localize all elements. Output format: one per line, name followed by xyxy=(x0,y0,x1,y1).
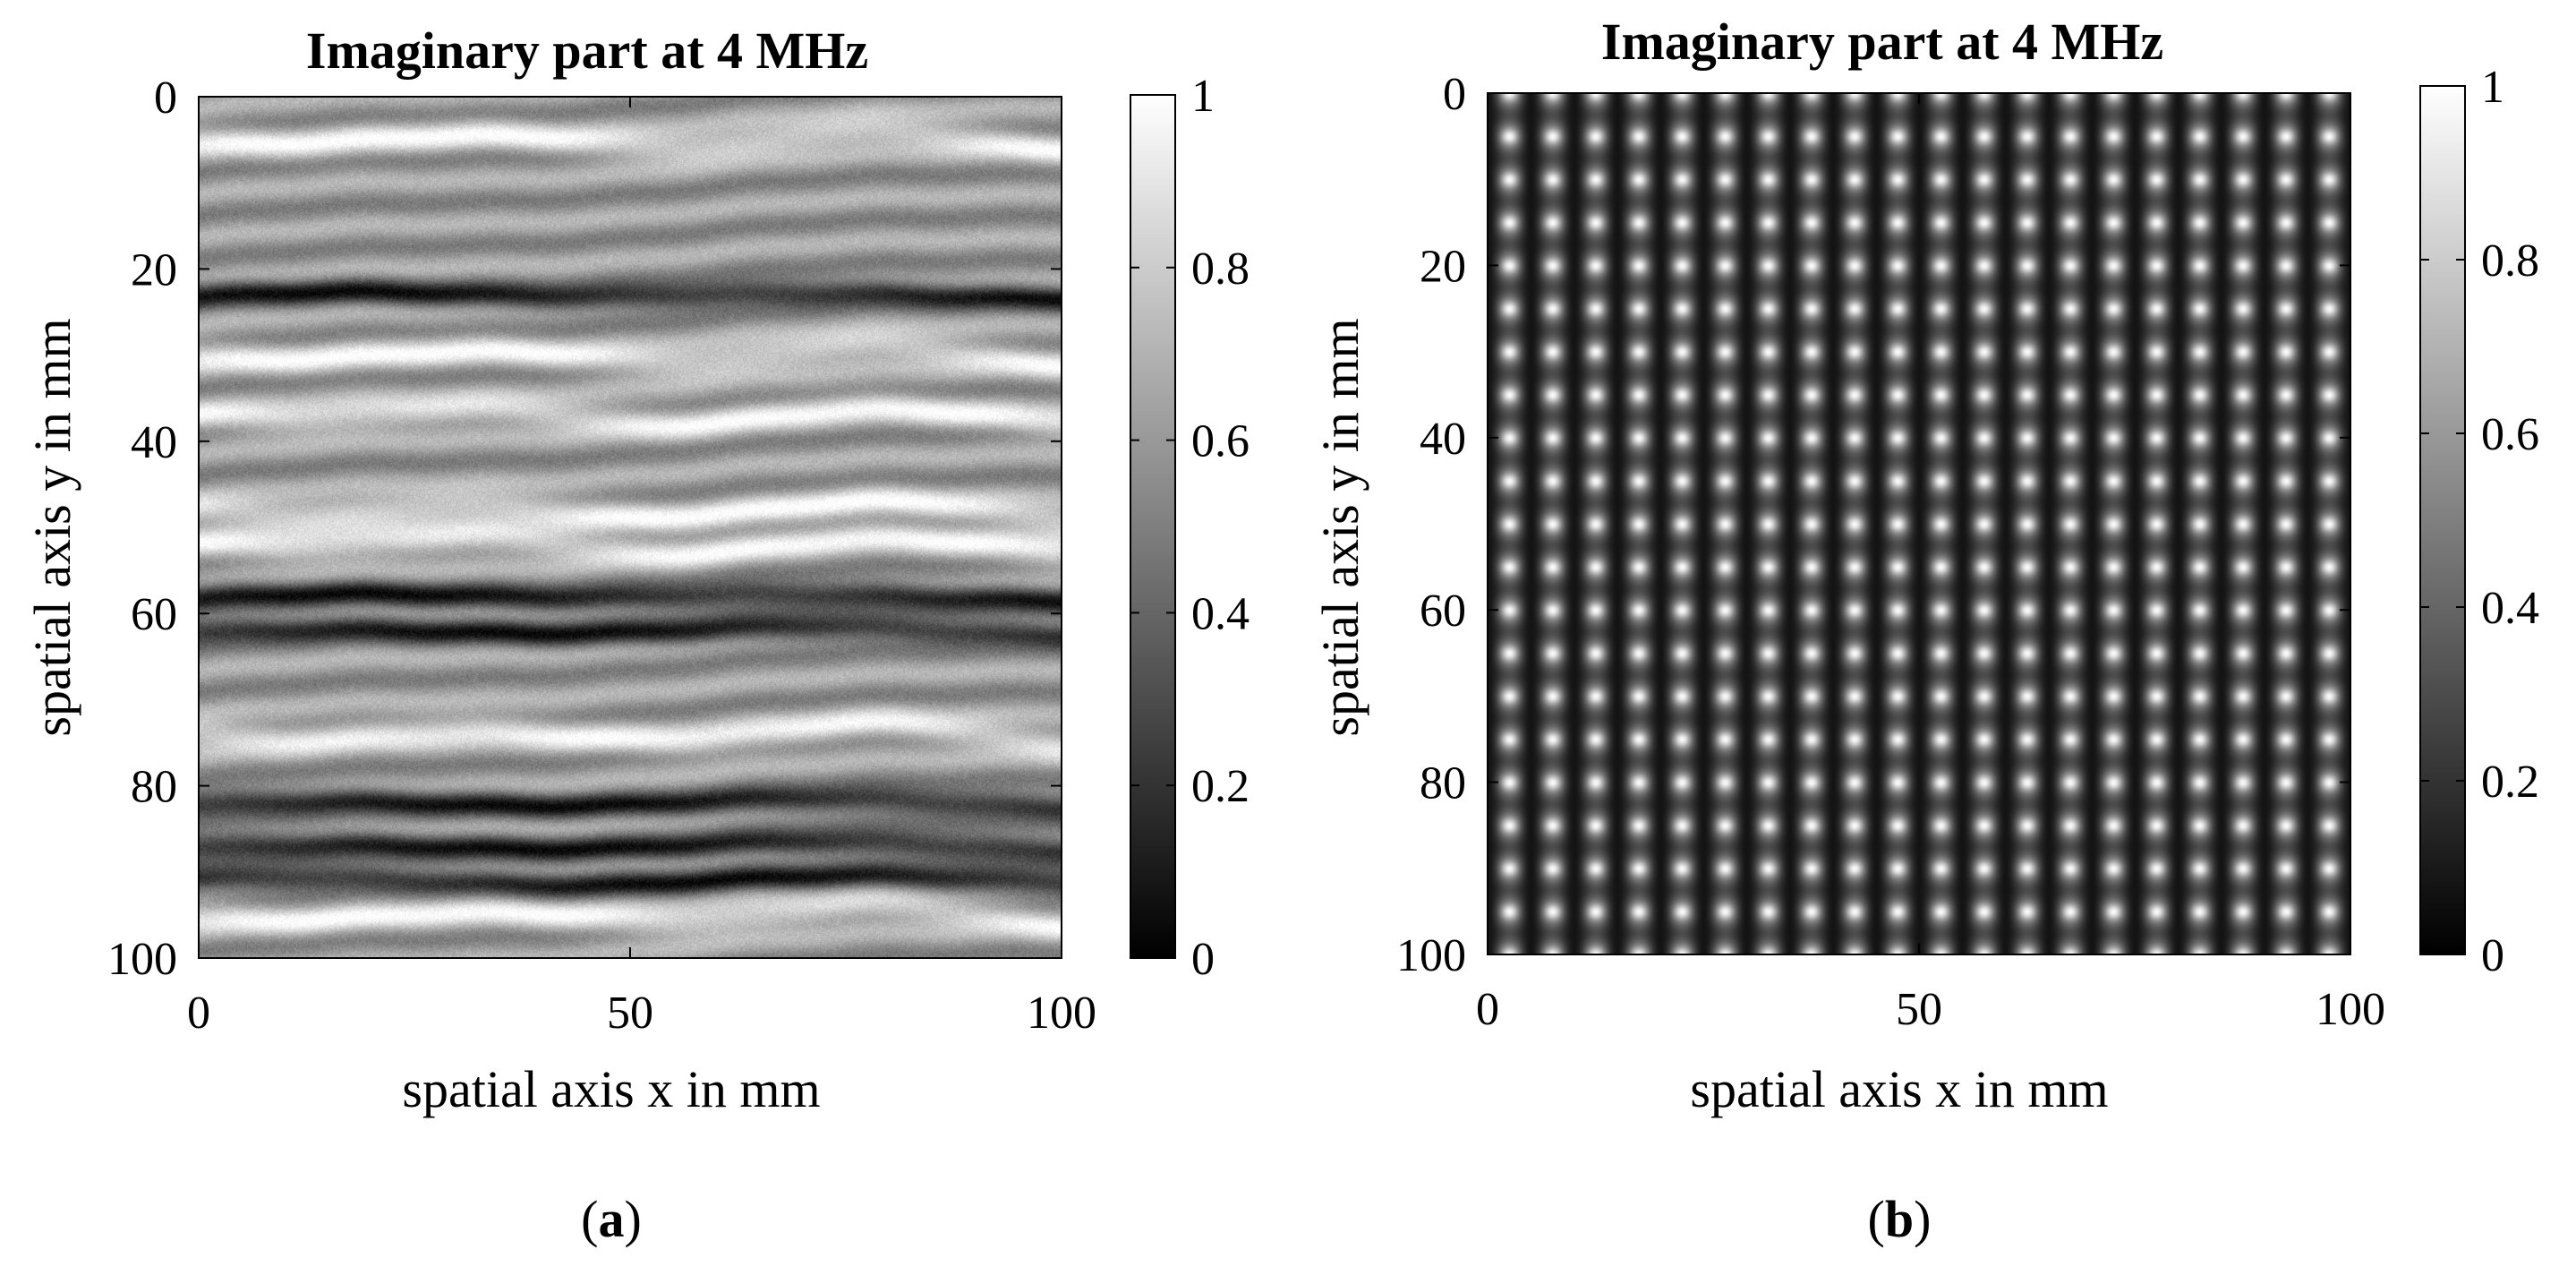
chart-a-heatmap xyxy=(199,97,1062,958)
chart-a-svg: Imaginary part at 4 MHz 0 50 1000204060801… xyxy=(23,21,1250,1248)
y-tick-label: 40 xyxy=(1420,414,1466,465)
colorbar-tick-label: 0.8 xyxy=(2481,235,2539,287)
x-tick-label: 0 xyxy=(187,988,210,1039)
chart-b-colorbar-ticks: 0 0.2 0.4 0.6 0.8 1 xyxy=(2420,62,2539,981)
panel-b: Imaginary part at 4 MHz 0 50 100 0 20 40 60 80 1… xyxy=(1288,0,2576,1275)
chart-a-heatmap-wrap xyxy=(199,97,1062,958)
colorbar-tick-label: 1 xyxy=(2481,62,2504,113)
chart-a-colorbar xyxy=(1130,95,1175,958)
chart-a-panel-label: (a) xyxy=(581,1190,642,1248)
x-tick-label: 100 xyxy=(2316,984,2385,1035)
colorbar-tick-label: 0.8 xyxy=(1191,244,1250,295)
colorbar-tick-label: 0.2 xyxy=(1191,761,1250,812)
chart-b-colorbar-wrap xyxy=(2420,86,2465,954)
x-tick-label: 50 xyxy=(1896,984,1942,1035)
chart-b-title: Imaginary part at 4 MHz xyxy=(1601,13,2163,71)
x-tick-label: 50 xyxy=(607,988,653,1039)
colorbar-tick-label: 0 xyxy=(1191,934,1215,985)
y-tick-label: 0 xyxy=(1443,69,1466,120)
colorbar-tick-label: 0 xyxy=(2481,930,2504,981)
colorbar-tick-label: 1 xyxy=(1191,71,1215,122)
y-tick-label: 20 xyxy=(131,244,177,295)
chart-a-ylabel: spatial axis y in mm xyxy=(23,318,81,736)
chart-a-xlabel: spatial axis x in mm xyxy=(402,1060,820,1118)
chart-b-ylabel: spatial axis y in mm xyxy=(1311,318,1369,736)
chart-b-heatmap-wrap xyxy=(1488,93,2350,954)
chart-b-xlabel: spatial axis x in mm xyxy=(1690,1060,2108,1118)
panel-a: Imaginary part at 4 MHz 0 50 100 0 20 40 60 80 1… xyxy=(23,21,1250,1248)
chart-b-panel-label: (b) xyxy=(1868,1190,1932,1248)
y-tick-label: 0 xyxy=(154,73,177,124)
x-tick-label: 100 xyxy=(1027,988,1096,1039)
colorbar-tick-label: 0.4 xyxy=(2481,583,2539,634)
y-tick-label: 100 xyxy=(107,934,177,985)
y-tick-label: 60 xyxy=(131,589,177,640)
chart-a-colorbar-frame xyxy=(1130,94,1176,959)
colorbar-tick-label: 0.6 xyxy=(2481,409,2539,460)
colorbar-tick-label: 0.4 xyxy=(1191,588,1250,639)
colorbar-tick-label: 0.2 xyxy=(2481,757,2539,808)
chart-b-heatmap xyxy=(1488,93,2350,954)
chart-a-colorbar-ticks: 0 0.2 0.4 0.6 0.8 1 xyxy=(1130,71,1250,985)
y-tick-label: 80 xyxy=(131,762,177,813)
chart-a-panel-letter: a xyxy=(599,1190,625,1248)
chart-a-colorbar-wrap xyxy=(1130,95,1175,958)
y-tick-label: 100 xyxy=(1396,930,1466,981)
y-tick-label: 40 xyxy=(131,417,177,468)
y-tick-label: 20 xyxy=(1420,241,1466,292)
y-tick-label: 80 xyxy=(1420,758,1466,809)
chart-b-colorbar xyxy=(2420,86,2465,954)
x-tick-label: 0 xyxy=(1476,984,1499,1035)
chart-b-panel-letter: b xyxy=(1885,1190,1914,1248)
chart-a-title: Imaginary part at 4 MHz xyxy=(306,21,868,80)
chart-b-colorbar-frame xyxy=(2419,85,2466,955)
colorbar-tick-label: 0.6 xyxy=(1191,416,1250,467)
y-tick-label: 60 xyxy=(1420,586,1466,637)
chart-b-svg: Imaginary part at 4 MHz 0 50 1000204060801… xyxy=(1311,13,2539,1248)
